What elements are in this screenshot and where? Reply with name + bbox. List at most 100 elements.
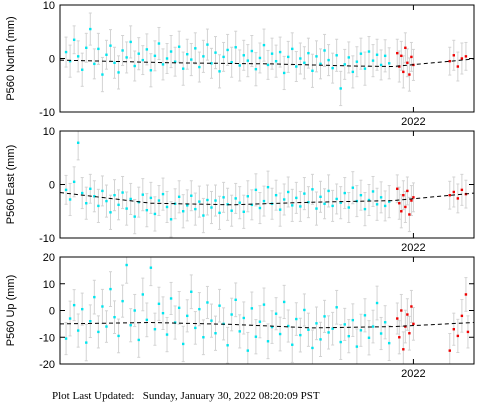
east-point [299, 205, 302, 208]
north-ylabel: P560 North (mm) [5, 16, 17, 100]
up-point [68, 317, 72, 320]
up-point [295, 317, 298, 321]
up-point [226, 344, 229, 347]
east-point [198, 200, 201, 203]
north-point [93, 62, 96, 66]
east-point [254, 188, 258, 192]
north-point [335, 54, 338, 57]
north-point [97, 47, 100, 51]
north-point [194, 47, 197, 50]
north-frame [59, 4, 475, 113]
up-point [89, 320, 92, 323]
north-point [367, 50, 371, 53]
east-point [315, 207, 318, 210]
up-point [242, 316, 245, 320]
north-point [331, 66, 334, 70]
east-point [145, 208, 149, 212]
east-point [68, 198, 72, 201]
east-point [274, 194, 278, 197]
up-recent-point [460, 314, 464, 318]
east-point [206, 198, 209, 202]
up-ytick-label: -20 [39, 359, 55, 371]
up-point [355, 345, 359, 348]
east-point [89, 187, 92, 190]
east-trend-line [59, 192, 475, 206]
north-point [64, 50, 68, 54]
east-point [266, 185, 270, 189]
east-recent-point [412, 196, 415, 199]
east-point [367, 198, 371, 202]
up-point [81, 307, 84, 311]
north-point [109, 44, 112, 47]
up-point [157, 302, 161, 306]
north-point [68, 59, 72, 63]
up-point [181, 342, 185, 346]
up-recent-point [412, 322, 415, 326]
east-point [157, 199, 161, 202]
up-point [351, 318, 355, 322]
up-recent-point [410, 305, 413, 308]
east-point [214, 199, 217, 202]
up-point [315, 322, 318, 325]
north-recent-point [404, 46, 407, 49]
up-point [72, 303, 76, 307]
north-point [125, 56, 128, 59]
up-point [210, 319, 213, 322]
north-point [246, 59, 250, 62]
north-ytick-label: -10 [39, 107, 55, 119]
east-point [234, 197, 237, 200]
east-point [331, 204, 334, 208]
east-point [323, 202, 326, 205]
up-point [113, 315, 116, 319]
east-xtick-label: 2022 [401, 242, 425, 254]
north-point [278, 50, 282, 54]
up-frame [59, 256, 475, 365]
north-point [165, 57, 169, 60]
north-point [266, 63, 270, 67]
up-point [101, 305, 104, 308]
east-frame [59, 130, 475, 239]
north-point [206, 43, 209, 46]
up-recent-point [402, 348, 405, 351]
north-point [153, 54, 157, 58]
up-trend-line [59, 321, 475, 329]
east-point [72, 180, 76, 184]
north-point [339, 87, 342, 90]
east-recent-point [402, 194, 405, 197]
north-trend-line [59, 58, 475, 68]
east-point [262, 199, 266, 203]
north-point [315, 55, 318, 58]
east-point [379, 196, 383, 199]
east-point [85, 202, 88, 205]
east-point [121, 191, 124, 194]
east-point [242, 210, 245, 213]
north-point [169, 50, 173, 53]
north-point [258, 56, 262, 60]
up-recent-point [466, 330, 470, 334]
east-point [351, 186, 355, 189]
east-point [93, 195, 96, 198]
north-point [157, 42, 161, 45]
up-point [141, 293, 144, 296]
up-point [206, 301, 209, 304]
up-recent-point [448, 349, 451, 352]
north-point [323, 49, 326, 52]
up-point [371, 325, 375, 328]
up-point [307, 328, 310, 331]
north-point [198, 65, 201, 69]
up-point [186, 314, 189, 318]
east-point [202, 214, 205, 217]
up-point [64, 337, 68, 340]
north-point [371, 59, 375, 62]
east-point [287, 190, 290, 194]
north-point [262, 43, 266, 47]
north-point [238, 64, 241, 67]
north-recent-point [410, 55, 413, 59]
north-point [242, 54, 245, 57]
north-point [282, 71, 286, 75]
up-point [278, 332, 282, 336]
up-point [287, 324, 290, 328]
north-point [149, 69, 153, 72]
up-point [173, 321, 177, 324]
